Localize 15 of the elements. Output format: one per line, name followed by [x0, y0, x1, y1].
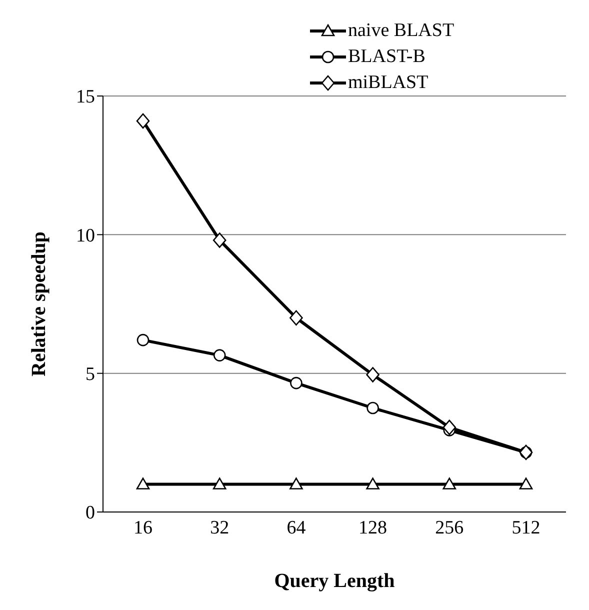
legend-label: BLAST-B: [348, 46, 426, 68]
x-tick-label: 32: [210, 517, 230, 538]
y-tick-label: 10: [76, 225, 95, 246]
x-tick-label: 512: [512, 517, 540, 538]
y-tick-label: 15: [76, 86, 95, 108]
x-tick-label: 256: [435, 517, 464, 538]
x-tick-label: 64: [286, 517, 306, 538]
y-tick-label: 0: [86, 502, 95, 524]
y-axis-title: Relative speedup: [28, 232, 50, 376]
x-tick-label: 16: [134, 517, 152, 538]
legend-label: miBLAST: [348, 72, 428, 94]
y-tick-label: 5: [86, 364, 95, 386]
x-tick-label: 128: [358, 517, 388, 538]
legend-label: naive BLAST: [348, 20, 454, 42]
x-axis-title: Query Length: [274, 570, 395, 592]
